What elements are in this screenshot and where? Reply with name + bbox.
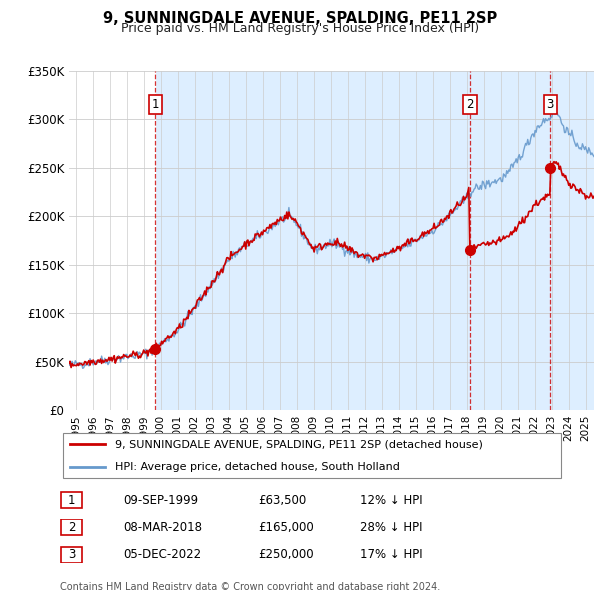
Bar <box>470 71 550 410</box>
FancyBboxPatch shape <box>62 433 561 478</box>
Text: 09-SEP-1999: 09-SEP-1999 <box>123 494 198 507</box>
Text: 1: 1 <box>152 98 159 112</box>
Text: 3: 3 <box>547 98 554 112</box>
Bar <box>155 71 470 410</box>
Text: Price paid vs. HM Land Registry's House Price Index (HPI): Price paid vs. HM Land Registry's House … <box>121 22 479 35</box>
Text: 9, SUNNINGDALE AVENUE, SPALDING, PE11 2SP (detached house): 9, SUNNINGDALE AVENUE, SPALDING, PE11 2S… <box>115 439 484 449</box>
Text: 2: 2 <box>68 521 75 534</box>
Text: £63,500: £63,500 <box>258 494 306 507</box>
Bar <box>550 71 594 410</box>
Text: 2: 2 <box>466 98 473 112</box>
Bar <box>69 71 155 410</box>
Text: 1: 1 <box>68 494 75 507</box>
Text: Contains HM Land Registry data © Crown copyright and database right 2024.: Contains HM Land Registry data © Crown c… <box>60 582 440 590</box>
Text: £165,000: £165,000 <box>258 521 314 534</box>
Text: £250,000: £250,000 <box>258 548 314 561</box>
Text: 08-MAR-2018: 08-MAR-2018 <box>123 521 202 534</box>
Text: 28% ↓ HPI: 28% ↓ HPI <box>360 521 422 534</box>
Text: 05-DEC-2022: 05-DEC-2022 <box>123 548 201 561</box>
Text: 9, SUNNINGDALE AVENUE, SPALDING, PE11 2SP: 9, SUNNINGDALE AVENUE, SPALDING, PE11 2S… <box>103 11 497 25</box>
Text: 17% ↓ HPI: 17% ↓ HPI <box>360 548 422 561</box>
Text: 12% ↓ HPI: 12% ↓ HPI <box>360 494 422 507</box>
FancyBboxPatch shape <box>61 546 82 563</box>
FancyBboxPatch shape <box>61 492 82 508</box>
Text: 3: 3 <box>68 548 75 561</box>
FancyBboxPatch shape <box>61 520 82 536</box>
Text: HPI: Average price, detached house, South Holland: HPI: Average price, detached house, Sout… <box>115 463 400 473</box>
